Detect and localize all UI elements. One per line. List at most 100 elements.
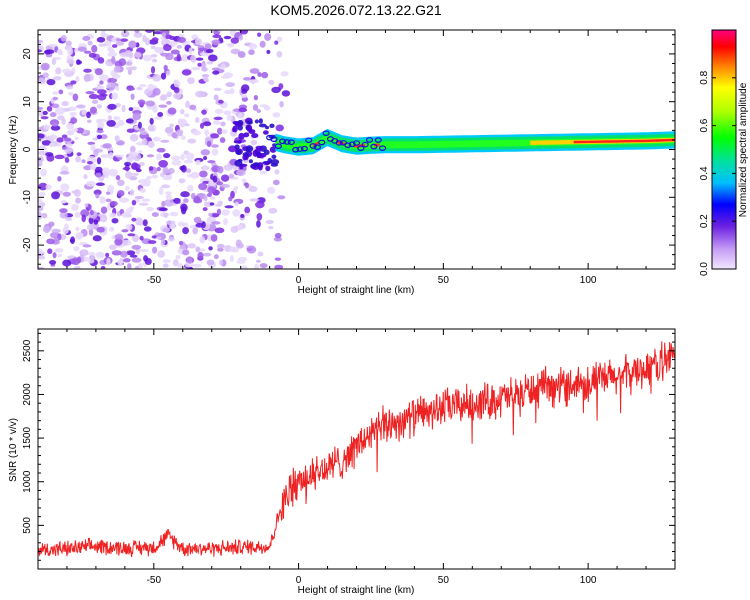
noise-speckle [111,250,122,256]
noise-speckle [41,140,52,146]
snr-x-tick-label: -50 [147,575,162,586]
noise-speckle [270,158,280,165]
noise-speckle [157,47,165,53]
noise-speckle [185,100,191,108]
noise-speckle [279,100,284,108]
noise-speckle [244,206,251,214]
noise-speckle [38,182,48,191]
noise-speckle [193,216,202,224]
noise-speckle [175,129,184,137]
noise-speckle [189,171,200,179]
noise-speckle [100,154,111,158]
noise-speckle [187,138,197,144]
noise-speckle [109,212,117,218]
noise-speckle [102,167,110,176]
noise-speckle [212,70,220,75]
snr-panel: -50 0 50 100 500 1000 1500 2000 2500 Height of s… [8,328,676,596]
noise-speckle [38,150,47,156]
noise-speckle [268,207,278,214]
noise-speckle [109,49,115,54]
noise-speckle [217,127,223,135]
noise-speckle [109,226,115,232]
noise-speckle [130,93,135,100]
noise-speckle [137,99,146,106]
noise-speckle [46,238,56,245]
noise-speckle [76,152,82,157]
noise-speckle [205,48,214,53]
signal-band-peak [573,138,675,144]
noise-speckle [96,134,103,140]
noise-speckle [142,219,148,227]
noise-speckle [248,185,258,193]
colorbar-tick-label: 0.4 [699,166,710,180]
noise-speckle [201,221,206,229]
noise-speckle [111,55,116,64]
noise-speckle [220,174,230,182]
noise-speckle [234,201,239,207]
noise-speckle [166,70,171,76]
noise-speckle [264,125,270,130]
noise-speckle [261,71,269,79]
noise-speckle [128,151,139,158]
noise-speckle [46,105,53,112]
noise-speckle [160,172,166,178]
noise-speckle [161,32,167,38]
noise-speckle [249,198,260,202]
noise-speckle [163,153,171,159]
noise-speckle [83,50,92,54]
noise-speckle [221,209,230,216]
noise-speckle [178,33,185,38]
noise-speckle [225,82,235,88]
noise-speckle [96,36,106,43]
noise-speckle [122,167,131,171]
noise-speckle [44,49,55,55]
noise-speckle [102,143,112,149]
noise-speckle [84,203,89,208]
noise-speckle [158,104,168,108]
noise-speckle [274,232,282,239]
noise-speckle [135,217,144,226]
noise-speckle [57,176,62,182]
noise-speckle [89,209,95,216]
noise-speckle [277,195,286,200]
noise-speckle [197,47,208,51]
noise-speckle [275,124,284,132]
noise-speckle [139,248,150,253]
noise-speckle [147,240,157,245]
signal-onset-blob [287,139,295,146]
noise-speckle [237,51,246,58]
noise-speckle [137,262,144,269]
spectrogram-x-tick-label: -50 [147,275,162,286]
noise-speckle [142,54,152,62]
noise-speckle [56,137,64,143]
noise-speckle [258,164,263,171]
noise-speckle [182,249,190,256]
noise-speckle [224,205,234,209]
noise-speckle [105,198,112,203]
signal-onset-blob [270,136,278,143]
colorbar-tick-label: 0.6 [699,118,710,132]
noise-speckle [49,260,57,265]
noise-speckle [88,52,97,58]
noise-speckle [49,134,57,140]
noise-speckle [116,179,125,187]
noise-speckle [118,58,127,67]
noise-speckle [164,191,173,195]
noise-speckle [169,123,174,128]
noise-speckle [67,92,74,96]
noise-speckle [100,265,106,269]
spectrogram-y-tick-label: 20 [22,48,33,60]
colorbar: 0.0 0.2 0.4 0.6 0.8 Normalized spectral ampl… [699,29,749,276]
noise-speckle [256,213,263,221]
noise-speckle [71,203,79,212]
noise-speckle [140,183,151,187]
noise-speckle [67,130,73,135]
noise-speckle [138,202,149,206]
noise-speckle [216,243,225,249]
noise-speckle [60,199,67,204]
noise-speckle [40,116,49,120]
noise-speckle [242,76,252,81]
noise-speckle [93,189,102,196]
colorbar-tick-label: 0.0 [699,262,710,276]
noise-speckle [142,34,147,43]
